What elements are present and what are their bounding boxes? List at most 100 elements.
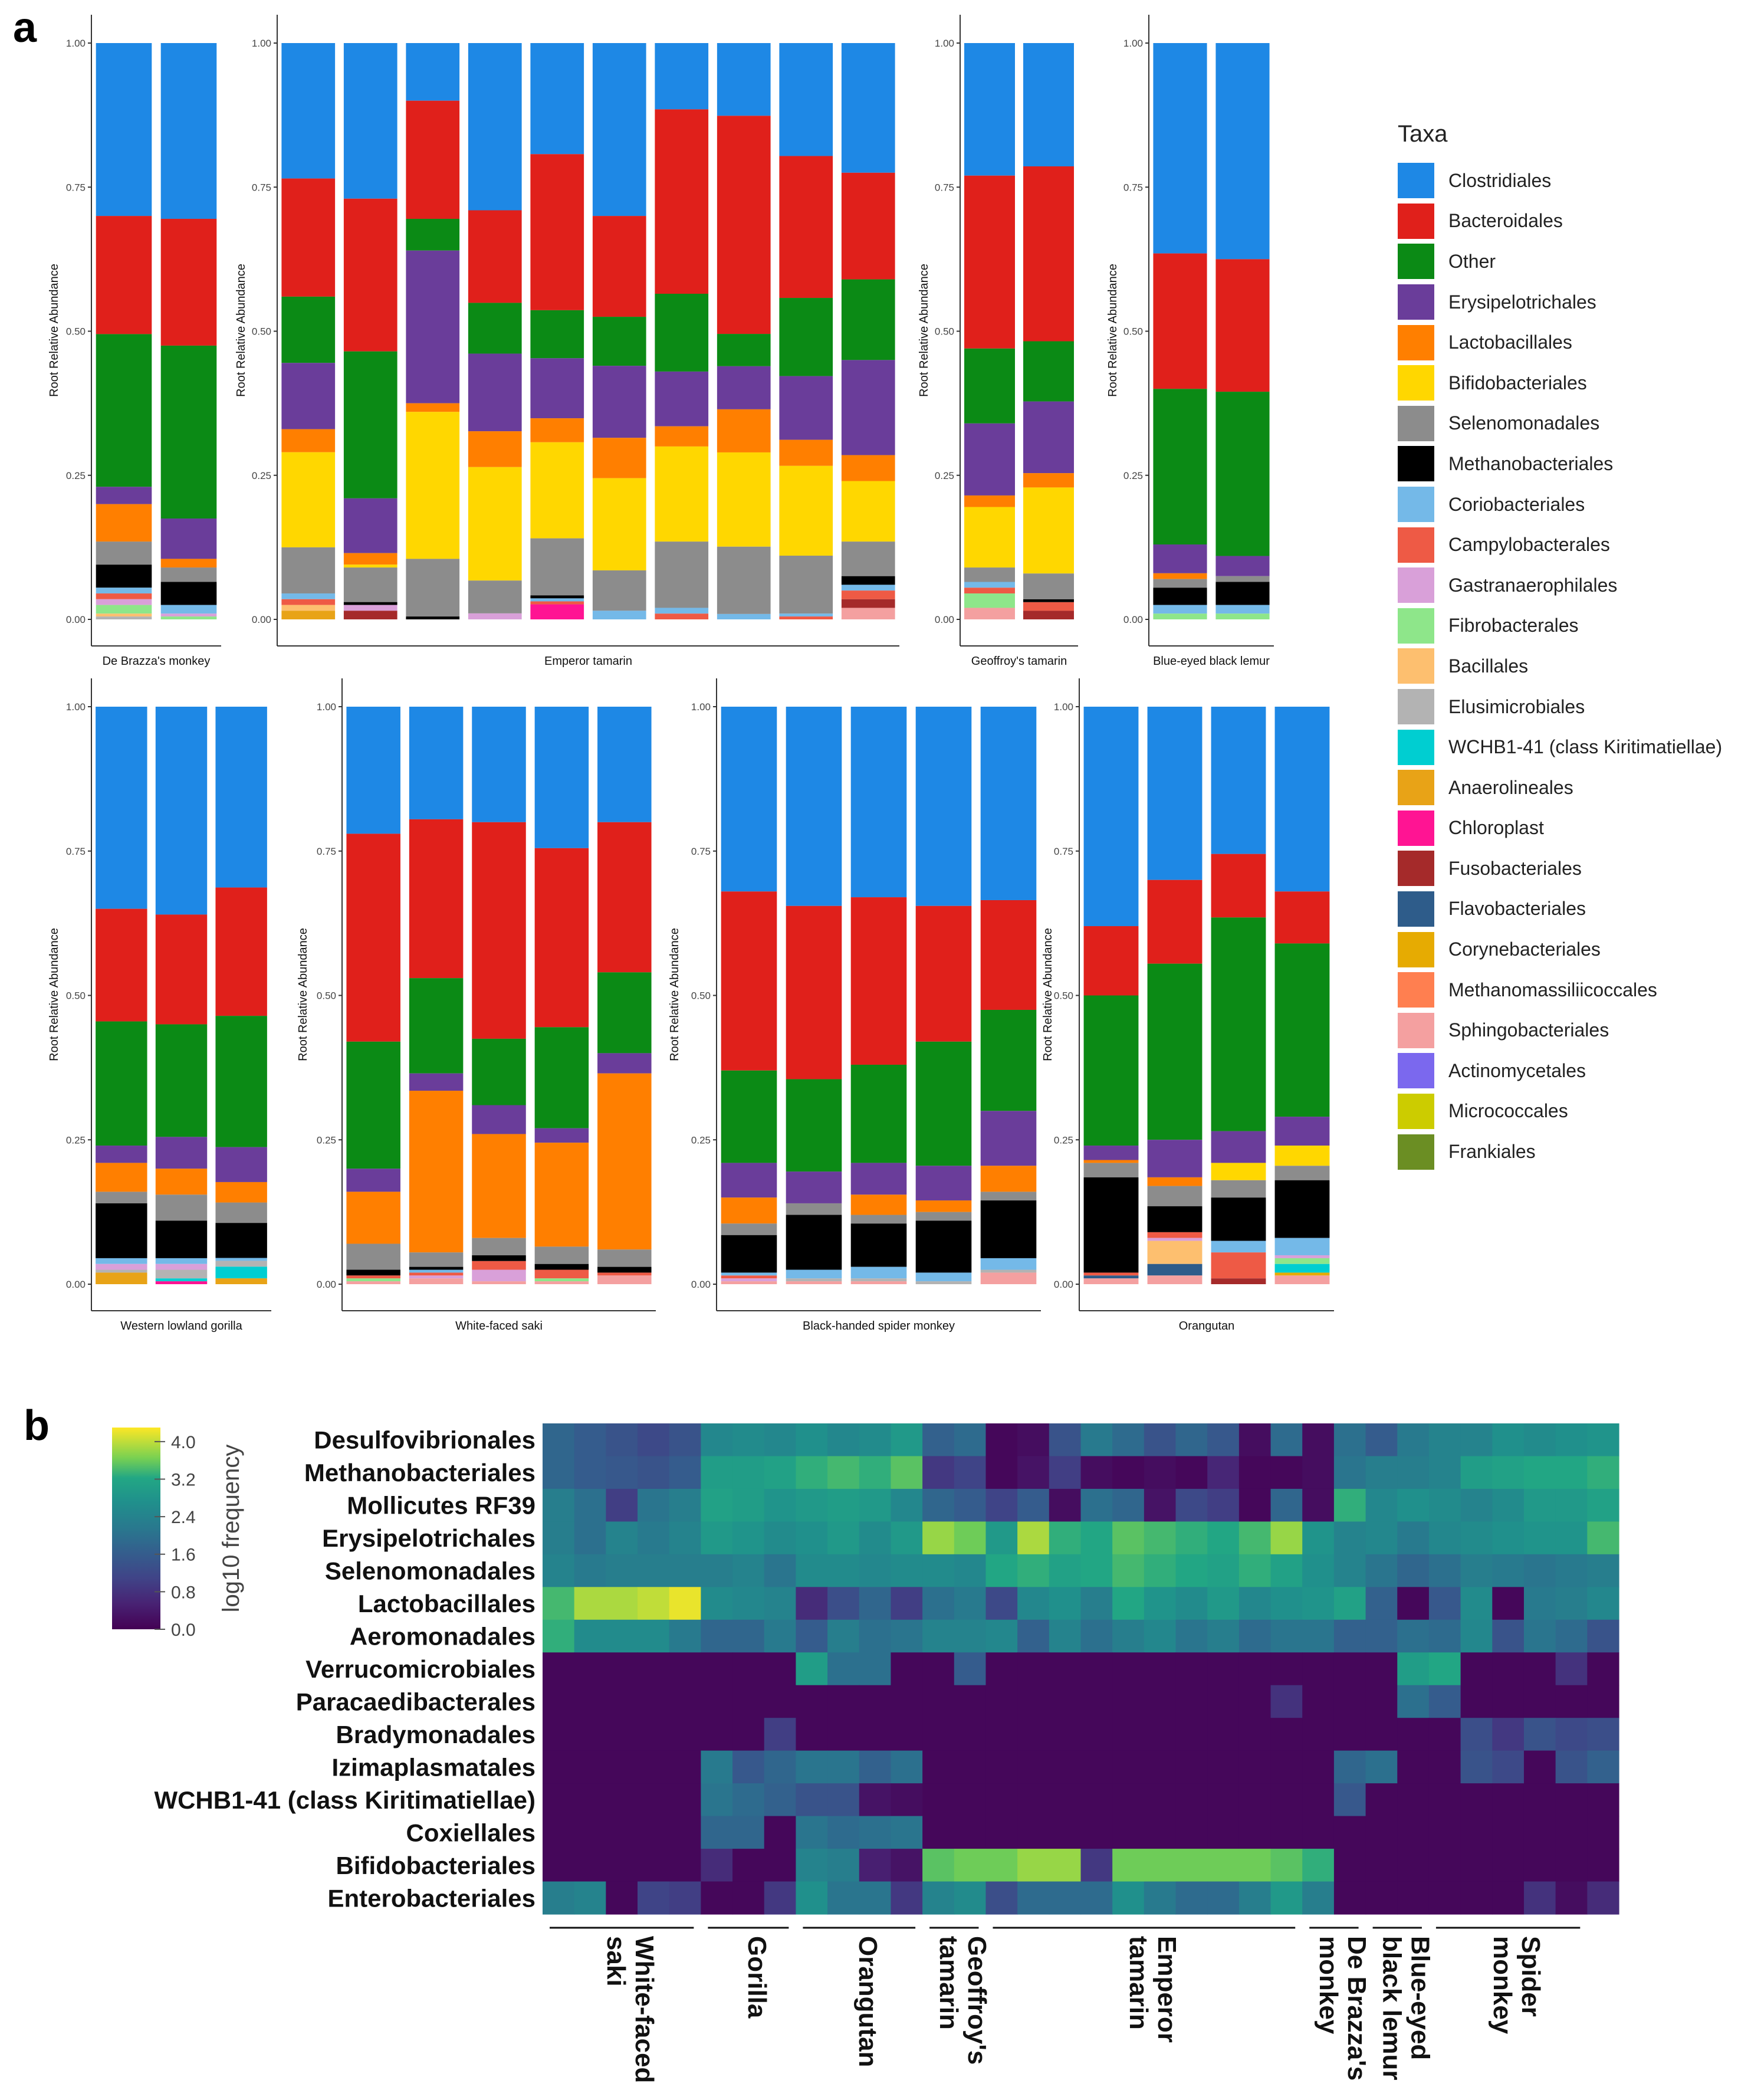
legend-item-fibrobacterales: Fibrobacterales — [1398, 606, 1757, 647]
heatmap-row-label: Methanobacteriales — [304, 1459, 535, 1487]
legend-swatch — [1398, 365, 1434, 401]
bar-segment-other — [1215, 392, 1270, 556]
heatmap-cell — [1333, 1685, 1366, 1718]
bar-segment-lactobacillales — [1023, 473, 1074, 488]
legend-swatch — [1398, 689, 1434, 725]
bar-segment-campylobacterales — [779, 616, 833, 619]
bar-segment-gastranaerophilales — [96, 599, 152, 605]
heatmap-cell — [1302, 1554, 1335, 1587]
heatmap-cell — [1428, 1685, 1461, 1718]
bar-segment-sphingobacteriales — [1083, 1278, 1139, 1284]
heatmap-cell — [891, 1783, 923, 1817]
heatmap-cell — [1587, 1750, 1619, 1784]
heatmap-cell — [1017, 1718, 1050, 1751]
bar-segment-lactobacillales — [779, 439, 833, 466]
heatmap-cell — [1365, 1587, 1398, 1620]
heatmap-cell — [606, 1718, 638, 1751]
legend-item-selenomonadales: Selenomonadales — [1398, 403, 1757, 444]
heatmap-cell — [1175, 1652, 1208, 1686]
heatmap-cell — [669, 1423, 701, 1457]
heatmap-cell — [764, 1488, 797, 1522]
heatmap-cell — [606, 1652, 638, 1686]
legend-swatch — [1398, 405, 1434, 441]
bar-segment-lactobacillales — [915, 1200, 972, 1212]
bar-segment-coriobacteriales — [160, 605, 217, 614]
heatmap-cell — [732, 1554, 765, 1587]
heatmap-cell — [1587, 1587, 1619, 1620]
bar-segment-lactobacillales — [717, 409, 771, 452]
bar-segment-bacteroidales — [534, 848, 589, 1028]
bar-segment-methanobacteriales — [1083, 1177, 1139, 1273]
heatmap-cell — [701, 1652, 733, 1686]
bar-sample-3 — [850, 707, 907, 1284]
heatmap-cell — [669, 1718, 701, 1751]
heatmap-cell — [1302, 1652, 1335, 1686]
heatmap-cell — [1049, 1783, 1082, 1817]
bar-segment-bacteroidales — [1083, 926, 1139, 996]
bar-segment-selenomonadales — [786, 1203, 842, 1215]
bar-segment-erysipelotrichales — [717, 366, 771, 409]
bar-segment-bacteroidales — [1274, 891, 1330, 944]
bar-segment-sphingobacteriales — [597, 1275, 652, 1284]
heatmap-cell — [638, 1554, 670, 1587]
bar-segment-anaerolineales — [215, 1278, 267, 1284]
heatmap-cell — [732, 1619, 765, 1653]
bar-segment-selenomonadales — [160, 567, 217, 582]
heatmap-cell — [1112, 1652, 1145, 1686]
bar-segment-other — [592, 317, 646, 366]
heatmap-cell — [1333, 1521, 1366, 1555]
heatmap-cell — [922, 1587, 955, 1620]
bar-segment-other — [980, 1009, 1037, 1111]
heatmap-cell — [574, 1554, 606, 1587]
y-tick-label: 0.25 — [1123, 470, 1143, 481]
heatmap-cell — [1017, 1816, 1050, 1849]
heatmap-cell — [985, 1554, 1018, 1587]
bar-segment-methanobacteriales — [472, 1255, 526, 1261]
bar-segment-other — [779, 298, 833, 376]
bar-segment-clostridiales — [841, 43, 895, 173]
bar-segment-coriobacteriales — [915, 1272, 972, 1282]
legend-swatch — [1398, 244, 1434, 280]
heatmap-cell — [1112, 1783, 1145, 1817]
heatmap-cell — [954, 1456, 987, 1489]
bar-segment-methanobacteriales — [915, 1220, 972, 1273]
heatmap-cell — [764, 1881, 797, 1915]
heatmap-cell — [1428, 1783, 1461, 1817]
bar-segment-methanobacteriales — [1211, 1197, 1266, 1241]
legend-swatch — [1398, 284, 1434, 320]
heatmap-cell — [669, 1750, 701, 1784]
heatmap-cell — [1112, 1750, 1145, 1784]
heatmap-cell — [1428, 1587, 1461, 1620]
heatmap-cell — [1238, 1652, 1272, 1686]
heatmap-cell — [859, 1783, 892, 1817]
heatmap-cells — [543, 1423, 1619, 1915]
bar-sample-5 — [530, 43, 584, 619]
y-tick-label: 1.00 — [1054, 701, 1073, 713]
bar-segment-other — [1083, 995, 1139, 1146]
heatmap-cell — [954, 1587, 987, 1620]
heatmap-cell — [1460, 1685, 1493, 1718]
heatmap-cell — [1049, 1488, 1082, 1522]
bar-segment-clostridiales — [468, 43, 522, 211]
heatmap-cell — [1049, 1750, 1082, 1784]
heatmap-cell — [796, 1816, 828, 1849]
heatmap-cell — [1523, 1423, 1556, 1457]
heatmap-cell — [669, 1816, 701, 1849]
heatmap-cell — [1397, 1587, 1430, 1620]
bar-segment-gastranaerophilales — [96, 1264, 147, 1270]
heatmap-cell — [1144, 1718, 1177, 1751]
heatmap-cell — [543, 1685, 575, 1718]
heatmap-cell — [1365, 1456, 1398, 1489]
legend-item-bacillales: Bacillales — [1398, 646, 1757, 687]
heatmap-cell — [1460, 1521, 1493, 1555]
heatmap-cell — [1080, 1881, 1113, 1915]
legend-item-coriobacteriales: Coriobacteriales — [1398, 484, 1757, 525]
heatmap-cell — [1587, 1423, 1619, 1457]
heatmap-cell — [1302, 1456, 1335, 1489]
heatmap-row-label: WCHB1-41 (class Kiritimatiellae) — [154, 1786, 535, 1814]
bar-segment-bifidobacteriales — [717, 452, 771, 547]
bar-segment-bifidobacteriales — [1023, 487, 1074, 574]
heatmap-cell — [1428, 1816, 1461, 1849]
bar-segment-clostridiales — [1153, 43, 1207, 254]
heatmap-cell — [827, 1750, 860, 1784]
